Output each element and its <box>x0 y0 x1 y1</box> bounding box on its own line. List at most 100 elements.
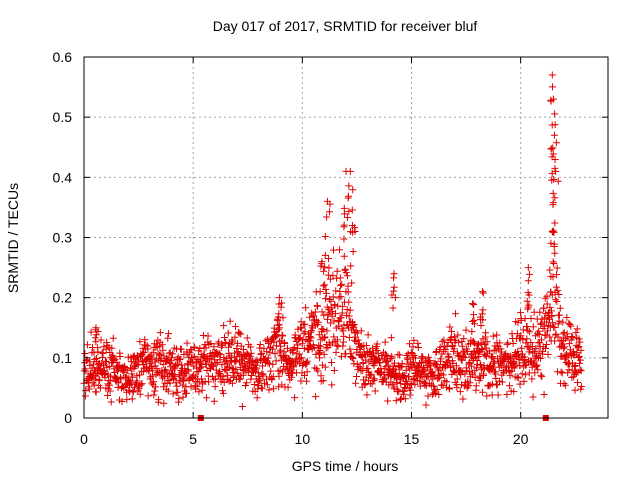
data-point <box>211 383 219 391</box>
data-point <box>555 290 563 298</box>
data-point <box>401 395 409 403</box>
data-point <box>268 376 276 384</box>
data-point <box>457 381 465 389</box>
data-point <box>390 287 398 295</box>
data-point <box>538 373 546 381</box>
data-point <box>333 267 341 275</box>
data-point <box>126 377 134 385</box>
data-point <box>330 317 338 325</box>
data-point <box>83 341 91 349</box>
data-point <box>106 381 114 389</box>
data-point <box>166 379 174 387</box>
data-point <box>494 391 502 399</box>
data-point <box>303 377 311 385</box>
data-point <box>254 385 262 393</box>
data-point <box>367 370 375 378</box>
data-point <box>440 336 448 344</box>
data-point <box>179 393 187 401</box>
data-point <box>470 316 478 324</box>
data-point <box>567 322 575 330</box>
data-point <box>310 343 318 351</box>
data-point <box>337 314 345 322</box>
y-tick-label: 0.3 <box>53 230 73 246</box>
data-point <box>439 371 447 379</box>
data-point <box>348 206 356 214</box>
data-point <box>92 331 100 339</box>
data-point <box>518 344 526 352</box>
data-point <box>544 327 551 335</box>
data-point <box>321 333 329 341</box>
data-point <box>390 283 398 291</box>
data-point <box>319 282 327 290</box>
data-point <box>164 387 172 395</box>
y-tick-label: 0.1 <box>53 350 73 366</box>
data-point <box>463 348 471 356</box>
data-point <box>534 366 542 374</box>
data-point <box>101 370 109 378</box>
data-point <box>433 385 441 393</box>
data-point <box>466 379 474 387</box>
data-point <box>549 150 557 158</box>
data-point <box>341 265 349 273</box>
data-point <box>110 354 118 362</box>
data-point <box>318 308 326 316</box>
data-point <box>108 344 116 352</box>
data-point <box>216 367 224 375</box>
data-point <box>275 294 283 302</box>
data-point <box>455 351 463 359</box>
data-point <box>142 341 150 349</box>
data-point <box>136 371 144 379</box>
data-point <box>431 360 439 368</box>
data-point <box>276 337 284 345</box>
data-point <box>480 361 488 369</box>
chart-title: Day 017 of 2017, SRMTID for receiver blu… <box>213 18 478 34</box>
data-point <box>364 331 372 339</box>
data-point <box>339 303 347 311</box>
data-point <box>340 204 348 212</box>
data-point <box>551 219 559 227</box>
data-point <box>256 377 264 385</box>
data-point <box>333 336 341 344</box>
data-point <box>371 357 379 365</box>
data-point <box>169 390 177 398</box>
data-point <box>546 266 554 274</box>
data-point <box>551 110 559 118</box>
data-point <box>238 402 246 410</box>
data-point <box>329 246 337 254</box>
data-point <box>102 345 110 353</box>
data-point <box>523 335 531 343</box>
data-point <box>158 341 166 349</box>
data-point <box>235 329 243 337</box>
data-point <box>551 164 559 172</box>
data-point <box>551 194 559 202</box>
data-point <box>272 331 280 339</box>
data-point <box>388 291 396 299</box>
data-point <box>402 366 410 374</box>
data-point <box>129 373 137 381</box>
data-point <box>388 354 396 362</box>
data-point <box>550 228 558 236</box>
data-point <box>344 288 352 296</box>
data-point <box>92 388 100 396</box>
data-point <box>437 355 445 363</box>
data-point <box>482 344 490 352</box>
data-point <box>552 167 560 175</box>
data-point <box>406 386 414 394</box>
data-point <box>349 221 357 229</box>
data-point <box>345 182 353 190</box>
data-point <box>98 354 106 362</box>
data-point <box>127 364 135 372</box>
data-point <box>422 358 430 366</box>
data-point <box>335 246 343 254</box>
data-point <box>488 380 496 388</box>
data-point <box>323 197 331 205</box>
data-point <box>265 386 273 394</box>
data-point <box>346 306 354 314</box>
data-point <box>509 340 517 348</box>
data-point <box>542 331 550 339</box>
data-point <box>344 192 352 200</box>
data-point <box>549 95 557 103</box>
data-point <box>127 358 135 366</box>
data-point <box>259 362 267 370</box>
data-point <box>193 382 201 390</box>
